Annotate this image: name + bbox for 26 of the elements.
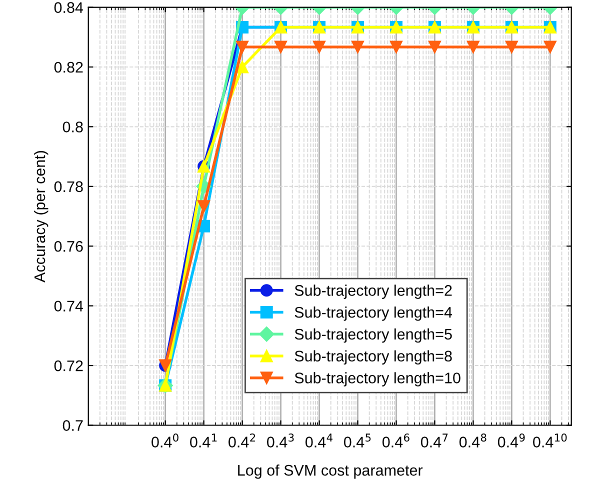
x-tick-label: 0.4$^{10}$ bbox=[533, 434, 567, 448]
y-axis-title: Accuracy (per cent) bbox=[34, 150, 48, 282]
x-tick-label: 0.4$^{6}$ bbox=[382, 434, 410, 448]
x-tick-label: 0.4$^{3}$ bbox=[267, 434, 294, 448]
legend-label: Sub-trajectory length=8 bbox=[294, 350, 452, 365]
y-tick-label: 0.72 bbox=[54, 360, 83, 372]
y-tick-label: 0.7 bbox=[62, 420, 83, 431]
x-tick-label: 0.4$^{9}$ bbox=[498, 434, 525, 448]
x-tick-label: 0.4$^{7}$ bbox=[420, 434, 448, 448]
y-tick-label: 0.76 bbox=[54, 240, 83, 252]
legend-label: Sub-trajectory length=4 bbox=[294, 306, 452, 321]
legend-label: Sub-trajectory length=10 bbox=[294, 372, 460, 386]
y-tick-label: 0.82 bbox=[54, 62, 83, 73]
x-axis-title: Log of SVM cost parameter bbox=[238, 464, 423, 479]
x-tick-label: 0.4$^{5}$ bbox=[344, 434, 371, 448]
legend-label: Sub-trajectory length=5 bbox=[294, 328, 452, 343]
x-tick-label: 0.4$^{0}$ bbox=[152, 434, 178, 448]
y-tick-label: 0.74 bbox=[54, 300, 84, 312]
y-tick-label: 0.8 bbox=[62, 122, 83, 132]
y-tick-label: 0.84 bbox=[54, 2, 84, 13]
x-tick-label: 0.4$^{1}$ bbox=[190, 434, 217, 448]
y-tick-label: 0.78 bbox=[54, 181, 83, 192]
x-tick-label: 0.4$^{4}$ bbox=[305, 434, 332, 448]
x-tick-label: 0.4$^{8}$ bbox=[459, 434, 486, 448]
x-tick-label: 0.4$^{2}$ bbox=[228, 434, 256, 448]
legend-label: Sub-trajectory length=2 bbox=[294, 284, 452, 299]
